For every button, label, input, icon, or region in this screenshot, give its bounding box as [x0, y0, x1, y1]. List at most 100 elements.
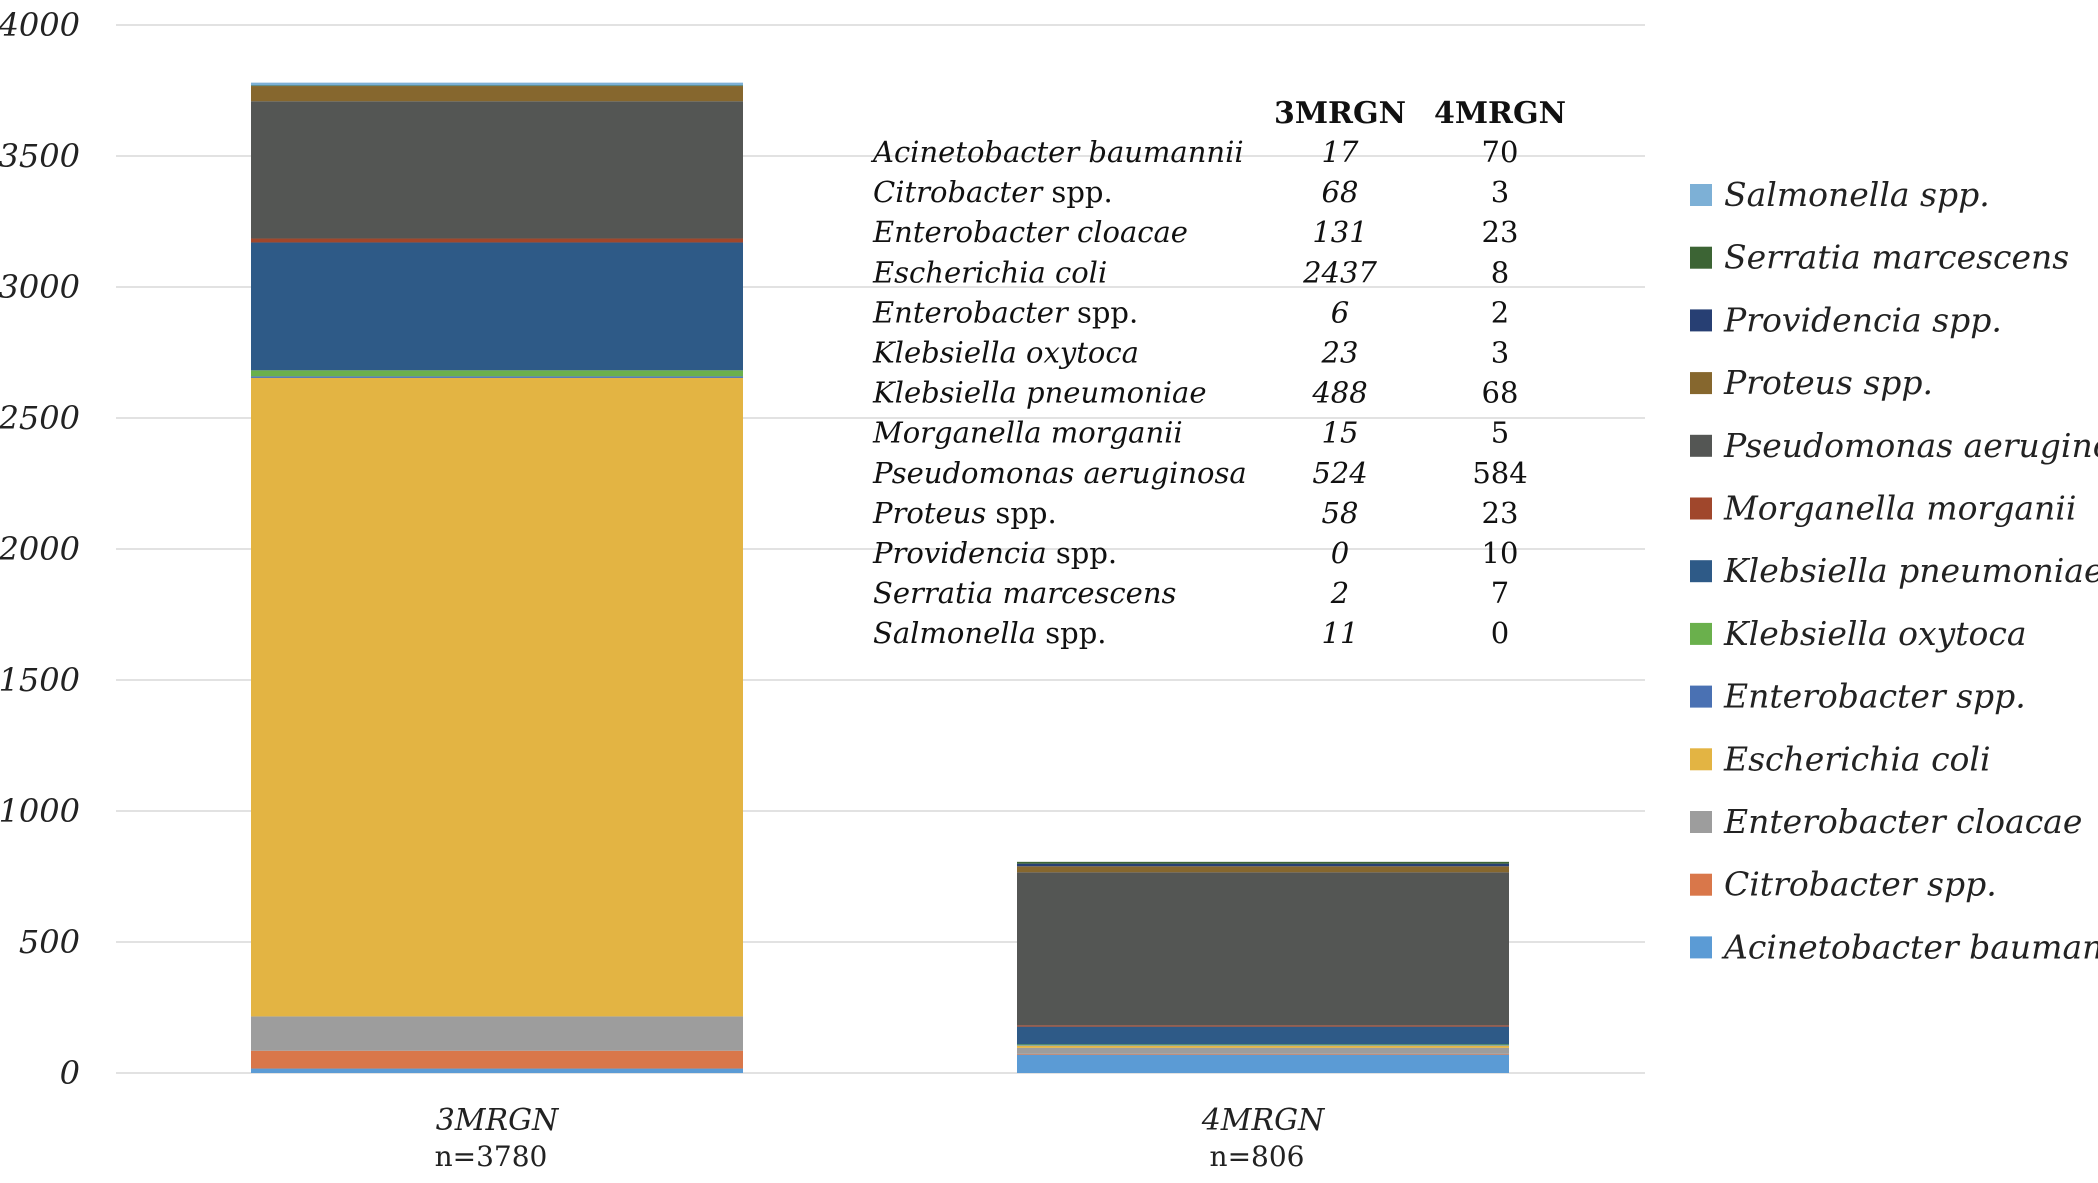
legend-swatch: [1690, 936, 1712, 959]
table-row-suffix: spp.: [986, 496, 1056, 530]
bar-segment: [251, 82, 743, 86]
table-row-genus: Enterobacter: [872, 295, 1070, 329]
table-value-3mrgn: 15: [1322, 416, 1359, 450]
table-row-genus: Acinetobacter baumannii: [870, 135, 1244, 169]
y-tick-label: 3000: [0, 268, 80, 306]
bar-segment: [1017, 1044, 1509, 1046]
bar-segment: [1017, 866, 1509, 873]
legend-swatch: [1690, 372, 1712, 395]
legend-label: Citrobacter spp.: [1724, 865, 1997, 904]
legend-label: Morganella morganii: [1723, 489, 2076, 528]
table-value-4mrgn: 5: [1491, 416, 1509, 450]
table-row-suffix: spp.: [1047, 536, 1117, 570]
table-row-name: Enterobacter spp.: [872, 295, 1138, 329]
legend-label: Enterobacter cloacae: [1723, 802, 2082, 841]
bar-segment: [1017, 1045, 1509, 1048]
legend-swatch: [1690, 434, 1712, 457]
table-value-4mrgn: 23: [1482, 215, 1519, 249]
x-category-label: 3MRGN: [436, 1103, 560, 1138]
table-value-4mrgn: 10: [1482, 536, 1519, 570]
bar-segment: [251, 1068, 743, 1073]
table-row-name: Salmonella spp.: [873, 616, 1107, 650]
table-row-genus: Citrobacter: [873, 175, 1044, 209]
legend-label: Serratia marcescens: [1724, 238, 2069, 277]
bars: [251, 82, 1509, 1073]
legend-label: Salmonella spp.: [1724, 175, 1990, 214]
table-row-genus: Pseudomonas aeruginosa: [872, 456, 1247, 490]
legend-label: Escherichia coli: [1723, 739, 1991, 778]
legend-swatch: [1690, 497, 1712, 520]
y-tick-label: 1000: [0, 792, 80, 830]
legend-swatch: [1690, 873, 1712, 896]
table-row-genus: Proteus: [872, 496, 986, 530]
table-value-4mrgn: 7: [1491, 576, 1509, 610]
bar-segment: [251, 1016, 743, 1051]
table-value-3mrgn: 68: [1322, 175, 1359, 209]
bar-segment: [251, 86, 743, 102]
bar-segment: [251, 376, 743, 378]
x-category-label: 4MRGN: [1201, 1103, 1326, 1138]
legend-label: Klebsiella pneumoniae: [1723, 551, 2098, 590]
table-value-3mrgn: 0: [1331, 536, 1349, 570]
bar-segment: [251, 101, 743, 239]
bar-segment: [1017, 872, 1509, 1026]
legend-swatch: [1690, 685, 1712, 708]
legend: Salmonella spp. Serratia marcescens Provid…: [1690, 175, 2098, 966]
table-value-3mrgn: 131: [1312, 215, 1367, 249]
table-value-3mrgn: 524: [1312, 456, 1367, 490]
table-row-name: Enterobacter cloacae: [872, 215, 1188, 249]
bar-segment: [251, 370, 743, 377]
legend-swatch: [1690, 622, 1712, 645]
table-row-name: Morganella morganii: [872, 416, 1183, 450]
y-tick-label: 3500: [0, 137, 80, 175]
bar-segment: [251, 238, 743, 243]
x-category-count: n=806: [1210, 1140, 1305, 1173]
legend-label: Pseudomonas aeruginosa: [1723, 426, 2098, 465]
bar-segment: [1017, 1026, 1509, 1045]
bar-segment: [1017, 1053, 1509, 1055]
table-value-3mrgn: 6: [1331, 295, 1349, 329]
table-row-genus: Serratia marcescens: [873, 576, 1176, 610]
bar-segment: [251, 1050, 743, 1069]
legend-swatch: [1690, 560, 1712, 583]
table-row-genus: Klebsiella pneumoniae: [872, 376, 1207, 410]
table-row-suffix: spp.: [1036, 616, 1106, 650]
y-axis: 0 500 1000 1500 2000 2500 3000 3500 4000: [0, 6, 80, 1092]
bar-segment: [1017, 1045, 1509, 1046]
y-tick-label: 4000: [0, 6, 80, 44]
table-value-3mrgn: 2437: [1302, 255, 1377, 289]
bar-segment: [251, 377, 743, 1017]
table-value-3mrgn: 23: [1321, 336, 1359, 370]
table-header-3mrgn: 3MRGN: [1274, 96, 1406, 131]
table-row-genus: Morganella morganii: [872, 416, 1183, 450]
table-value-4mrgn: 3: [1491, 336, 1509, 370]
legend-label: Providencia spp.: [1723, 300, 2002, 339]
bar-segment: [251, 85, 743, 87]
table-row-name: Providencia spp.: [872, 536, 1117, 570]
table-row-name: Klebsiella pneumoniae: [872, 376, 1207, 410]
legend-label: Klebsiella oxytoca: [1723, 614, 2027, 653]
table-row-name: Klebsiella oxytoca: [872, 336, 1139, 370]
table-value-4mrgn: 23: [1482, 496, 1519, 530]
table-row-name: Pseudomonas aeruginosa: [872, 456, 1247, 490]
table-value-3mrgn: 17: [1322, 135, 1359, 169]
bar-segment: [1017, 863, 1509, 867]
table-row-name: Escherichia coli: [872, 255, 1107, 289]
table-value-4mrgn: 70: [1482, 135, 1519, 169]
table-row-genus: Enterobacter cloacae: [872, 215, 1188, 249]
table-value-3mrgn: 2: [1330, 576, 1349, 610]
legend-label: Proteus spp.: [1723, 363, 1933, 402]
table-row-name: Proteus spp.: [872, 496, 1057, 530]
table-row-suffix: spp.: [1042, 175, 1112, 209]
bar-segment: [251, 242, 743, 371]
legend-swatch: [1690, 309, 1712, 332]
legend-swatch: [1690, 246, 1712, 269]
table-value-4mrgn: 68: [1482, 376, 1519, 410]
table-row-genus: Salmonella: [873, 616, 1036, 650]
bar-segment: [1017, 1025, 1509, 1027]
legend-swatch: [1690, 184, 1712, 206]
y-tick-label: 500: [19, 923, 80, 961]
table-row-genus: Escherichia coli: [872, 255, 1107, 289]
